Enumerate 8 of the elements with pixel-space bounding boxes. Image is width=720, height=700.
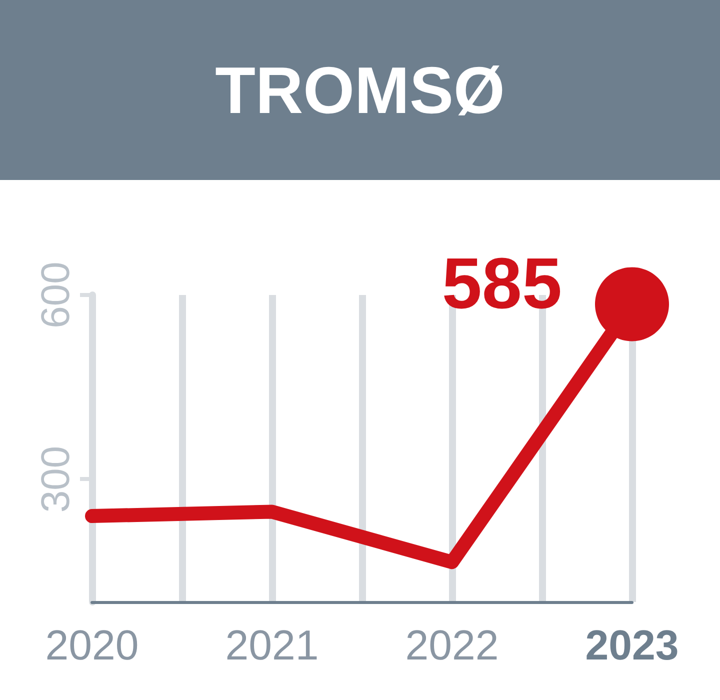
y-tick-label: 300: [34, 446, 78, 513]
x-tick-label: 2020: [45, 622, 139, 668]
annotation: 585: [442, 244, 562, 324]
x-tick-label: 2021: [225, 622, 319, 668]
x-tick-label: 2023: [585, 622, 679, 668]
x-tick-label: 2022: [405, 622, 499, 668]
y-tick-label: 600: [34, 262, 78, 328]
chart-title: TROMSØ: [215, 52, 505, 128]
